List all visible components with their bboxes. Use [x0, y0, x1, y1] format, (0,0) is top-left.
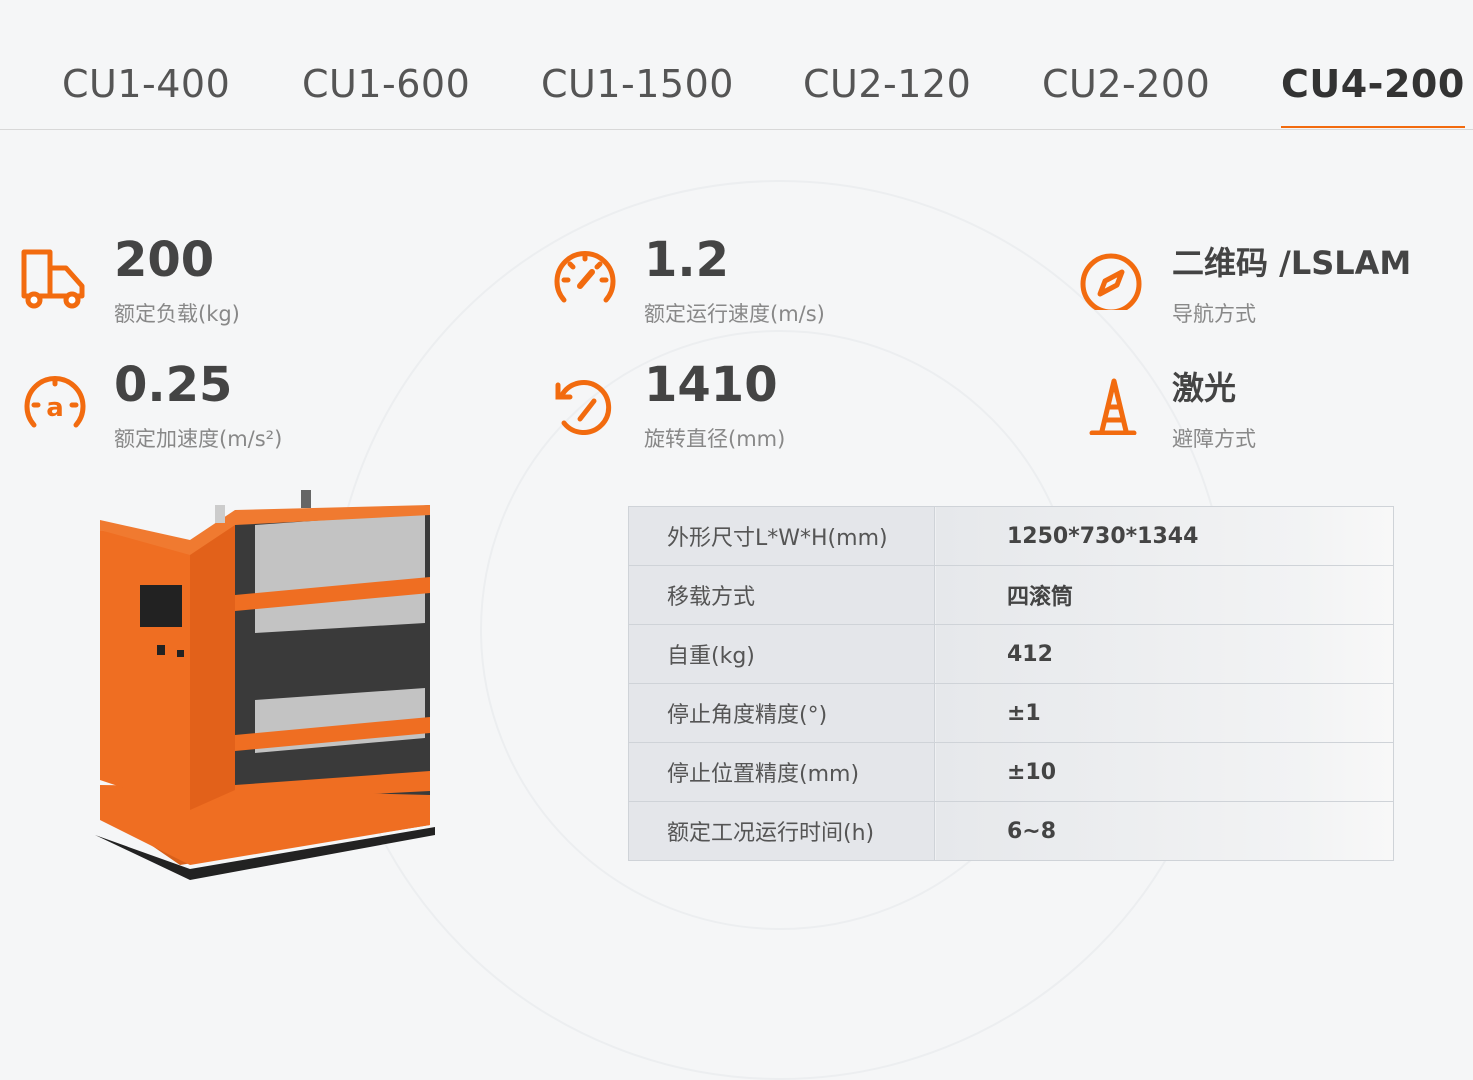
tab-cu1-600[interactable]: CU1-600 [302, 62, 471, 106]
stat-obstacle-avoidance: 激光 避障方式 [1078, 357, 1473, 457]
stat-value: 激光 [1172, 369, 1237, 407]
spec-value: 四滚筒 [934, 565, 1394, 625]
table-row: 停止角度精度(°) ±1 [628, 683, 1394, 743]
spec-key: 停止角度精度(°) [628, 683, 935, 743]
tab-cu2-200[interactable]: CU2-200 [1042, 62, 1211, 106]
table-row: 外形尺寸L*W*H(mm) 1250*730*1344 [628, 506, 1394, 566]
acceleration-gauge-icon: a [24, 375, 86, 428]
speedometer-icon [554, 250, 616, 303]
tab-cu1-1500[interactable]: CU1-1500 [541, 62, 734, 106]
stat-label: 额定负载(kg) [114, 302, 240, 326]
tab-cu4-200[interactable]: CU4-200 [1281, 62, 1465, 128]
spec-key: 移载方式 [628, 565, 935, 625]
spec-key: 额定工况运行时间(h) [628, 801, 935, 861]
tab-cu1-400[interactable]: CU1-400 [62, 62, 231, 106]
stat-label: 额定加速度(m/s²) [114, 427, 283, 451]
table-row: 移载方式 四滚筒 [628, 565, 1394, 625]
spec-table: 外形尺寸L*W*H(mm) 1250*730*1344 移载方式 四滚筒 自重(kg… [628, 506, 1394, 861]
truck-icon [21, 249, 85, 309]
tab-cu2-120[interactable]: CU2-120 [803, 62, 972, 106]
stat-label: 导航方式 [1172, 302, 1256, 326]
stat-rotation-diameter: 1410 旋转直径(mm) [550, 357, 970, 457]
spec-value: ±10 [934, 742, 1394, 802]
model-tabs: CU1-400 CU1-600 CU1-1500 CU2-120 CU2-200… [0, 0, 1473, 130]
spec-value: 412 [934, 624, 1394, 684]
stat-rated-speed: 1.2 额定运行速度(m/s) [550, 232, 970, 332]
stat-value: 200 [114, 232, 215, 288]
spec-key: 停止位置精度(mm) [628, 742, 935, 802]
stat-value: 1.2 [644, 232, 730, 288]
stat-rated-acceleration: a 0.25 额定加速度(m/s²) [20, 357, 440, 457]
table-row: 停止位置精度(mm) ±10 [628, 742, 1394, 802]
table-row: 自重(kg) 412 [628, 624, 1394, 684]
stat-label: 避障方式 [1172, 427, 1256, 451]
svg-text:a: a [46, 393, 64, 423]
stat-label: 旋转直径(mm) [644, 427, 786, 451]
spec-key: 自重(kg) [628, 624, 935, 684]
stat-value: 二维码 /LSLAM [1172, 244, 1412, 282]
compass-icon [1080, 253, 1142, 310]
rotation-icon [555, 380, 612, 435]
traffic-cone-icon [1089, 378, 1137, 435]
stat-rated-load: 200 额定负载(kg) [20, 232, 440, 332]
spec-value: 1250*730*1344 [934, 506, 1394, 566]
robot-product-image [95, 490, 435, 880]
stat-navigation: 二维码 /LSLAM 导航方式 [1078, 232, 1473, 332]
stat-label: 额定运行速度(m/s) [644, 302, 825, 326]
table-row: 额定工况运行时间(h) 6~8 [628, 801, 1394, 861]
spec-value: 6~8 [934, 801, 1394, 861]
spec-value: ±1 [934, 683, 1394, 743]
stat-value: 1410 [644, 357, 778, 413]
stat-value: 0.25 [114, 357, 233, 413]
spec-key: 外形尺寸L*W*H(mm) [628, 506, 935, 566]
